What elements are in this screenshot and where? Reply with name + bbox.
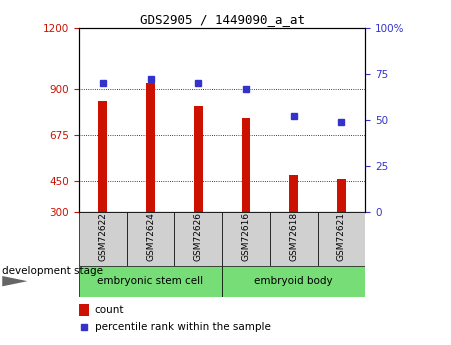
Bar <box>79 304 89 316</box>
Bar <box>222 212 270 266</box>
Bar <box>146 83 155 212</box>
Bar <box>337 179 346 212</box>
Bar <box>222 266 365 297</box>
Text: GSM72616: GSM72616 <box>241 212 250 261</box>
Bar <box>79 266 222 297</box>
Bar <box>194 106 202 212</box>
Text: GSM72622: GSM72622 <box>98 212 107 261</box>
Text: development stage: development stage <box>2 266 103 276</box>
Text: percentile rank within the sample: percentile rank within the sample <box>95 322 271 332</box>
Bar <box>290 175 298 212</box>
Polygon shape <box>2 276 28 286</box>
Text: GSM72624: GSM72624 <box>146 212 155 261</box>
Bar <box>242 118 250 212</box>
Title: GDS2905 / 1449090_a_at: GDS2905 / 1449090_a_at <box>140 13 304 27</box>
Text: GSM72621: GSM72621 <box>337 212 346 261</box>
Bar <box>127 212 175 266</box>
Text: GSM72618: GSM72618 <box>289 212 298 261</box>
Text: embryonic stem cell: embryonic stem cell <box>97 276 203 286</box>
Bar <box>318 212 365 266</box>
Text: count: count <box>95 305 124 315</box>
Bar <box>98 101 107 212</box>
Bar <box>175 212 222 266</box>
Text: GSM72626: GSM72626 <box>194 212 203 261</box>
Text: embryoid body: embryoid body <box>254 276 333 286</box>
Bar <box>79 212 127 266</box>
Bar <box>270 212 318 266</box>
